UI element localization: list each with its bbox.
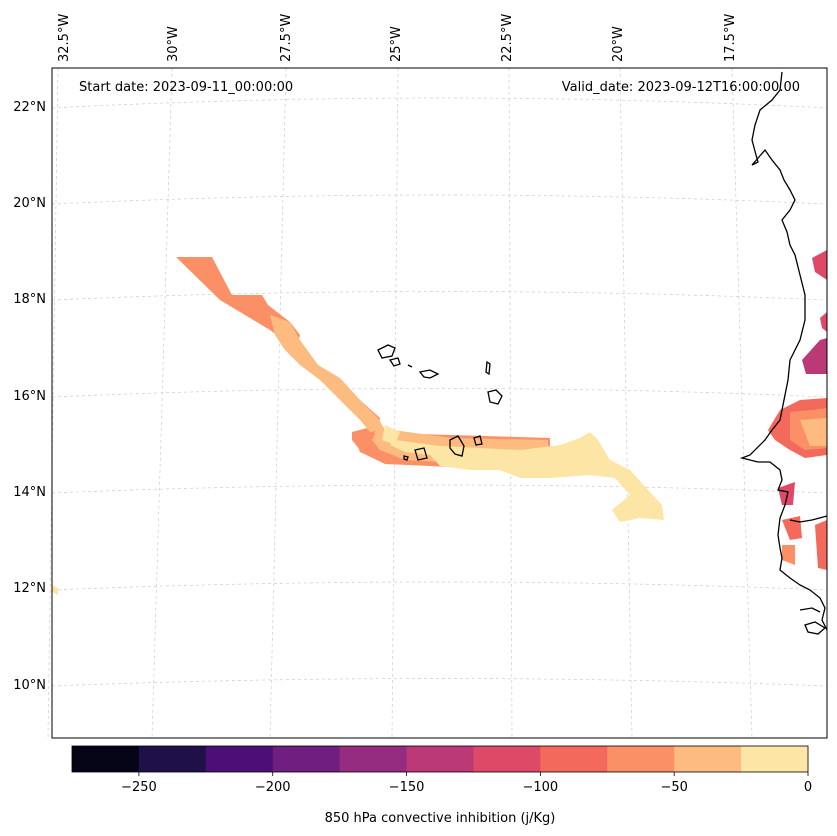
colorbar-tick-label: −200 [255, 780, 291, 795]
colorbar-tick-label: −150 [389, 780, 425, 795]
cin-band-palest-2 [382, 425, 400, 445]
lon-label: 20°W [611, 26, 626, 62]
valid-date-label: Valid_date: 2023-09-12T16:00:00.00 [562, 80, 800, 95]
cin-coast-10 [782, 545, 795, 565]
colorbar-swatch [205, 746, 274, 772]
colorbar-swatch [741, 746, 809, 772]
cin-band-main [176, 257, 380, 450]
colorbar-swatch [272, 746, 341, 772]
lat-label: 16°N [13, 389, 46, 404]
lat-label: 14°N [13, 485, 46, 500]
lon-label: 25°W [389, 26, 404, 62]
lat-label: 10°N [13, 678, 46, 693]
lat-label: 22°N [13, 100, 46, 115]
colorbar-tick-label: −50 [660, 780, 687, 795]
cin-patch-left [52, 585, 58, 595]
colorbar-border [71, 745, 809, 773]
colorbar-swatch [138, 746, 207, 772]
colorbar-swatch [540, 746, 608, 772]
colorbar-swatch [473, 746, 541, 772]
cin-coast-1 [812, 250, 827, 280]
map-border [51, 67, 828, 739]
lon-label: 17.5°W [723, 14, 738, 62]
colorbar-swatch [607, 746, 675, 772]
colorbar-swatch [339, 746, 408, 772]
longitude-labels: 32.5°W 30°W 27.5°W 25°W 22.5°W 20°W 17.5… [57, 14, 738, 62]
cin-coast-3 [802, 338, 827, 374]
graticule [47, 67, 828, 739]
lat-label: 18°N [13, 292, 46, 307]
start-date-label: Start date: 2023-09-11_00:00:00 [79, 80, 293, 95]
cin-coast-6 [800, 418, 827, 446]
cin-band-light [270, 315, 385, 432]
lat-label: 20°N [13, 196, 46, 211]
colorbar: −250 −200 −150 −100 −50 0 [71, 745, 812, 795]
colorbar-tick-label: −100 [523, 780, 559, 795]
colorbar-label: 850 hPa convective inhibition (j/Kg) [325, 811, 556, 826]
coastlines [377, 71, 828, 635]
lon-label: 22.5°W [500, 14, 515, 62]
lon-label: 30°W [166, 26, 181, 62]
lon-label: 27.5°W [279, 14, 294, 62]
colorbar-swatch [72, 746, 140, 772]
latitude-labels: 22°N 20°N 18°N 16°N 14°N 12°N 10°N [13, 100, 46, 693]
lon-label: 32.5°W [57, 14, 72, 62]
colorbar-swatch [406, 746, 474, 772]
colorbar-swatch [674, 746, 742, 772]
colorbar-tick-label: −250 [121, 780, 157, 795]
cin-coast-2 [820, 312, 827, 332]
colorbar-tick-label: 0 [804, 780, 812, 795]
map-frame [52, 68, 827, 738]
cin-coast-7 [778, 482, 795, 505]
cin-coast-9 [815, 520, 827, 570]
lat-label: 12°N [13, 581, 46, 596]
